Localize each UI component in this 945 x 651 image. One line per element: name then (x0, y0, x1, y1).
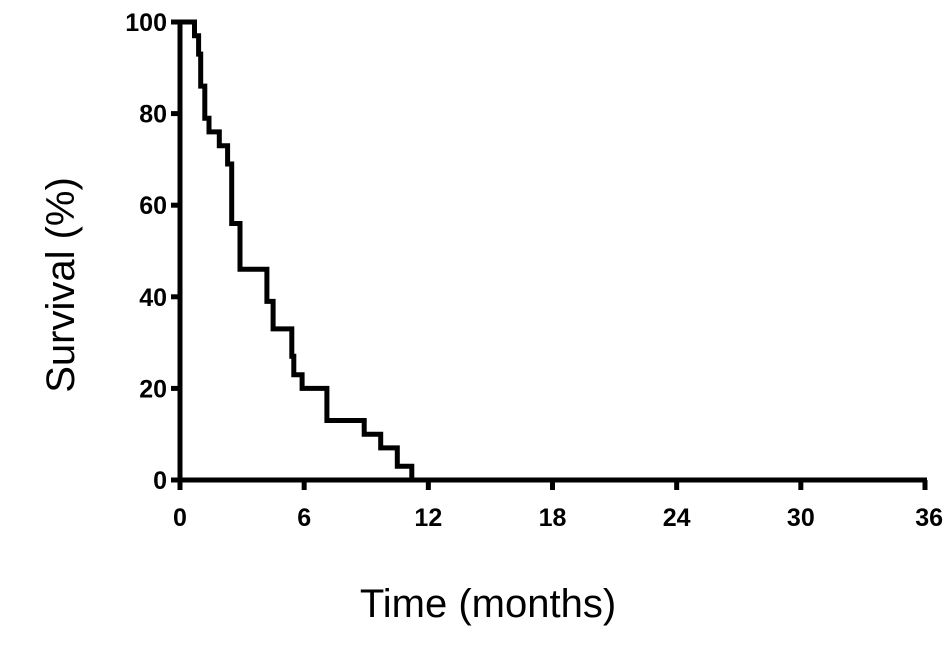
x-axis-ticks: 0 6 12 18 24 30 36 (173, 480, 943, 532)
y-axis-title: Survival (%) (39, 177, 83, 393)
survival-curve-series (180, 19, 925, 483)
x-tick-label: 30 (787, 504, 815, 532)
y-tick-label: 60 (139, 192, 167, 220)
y-tick-label: 20 (139, 375, 167, 403)
x-tick-label: 0 (173, 504, 187, 532)
x-tick-label: 6 (297, 504, 311, 532)
y-tick-label: 100 (125, 9, 167, 37)
x-tick-label: 12 (414, 504, 442, 532)
x-tick-label: 18 (539, 504, 567, 532)
y-tick-label: 80 (139, 101, 167, 129)
x-axis-title: Time (months) (360, 582, 616, 626)
y-tick-label: 0 (153, 467, 167, 495)
y-axis-ticks: 0 20 40 60 80 100 (125, 9, 180, 495)
x-tick-label: 36 (915, 504, 943, 532)
x-tick-label: 24 (663, 504, 691, 532)
y-tick-label: 40 (139, 284, 167, 312)
